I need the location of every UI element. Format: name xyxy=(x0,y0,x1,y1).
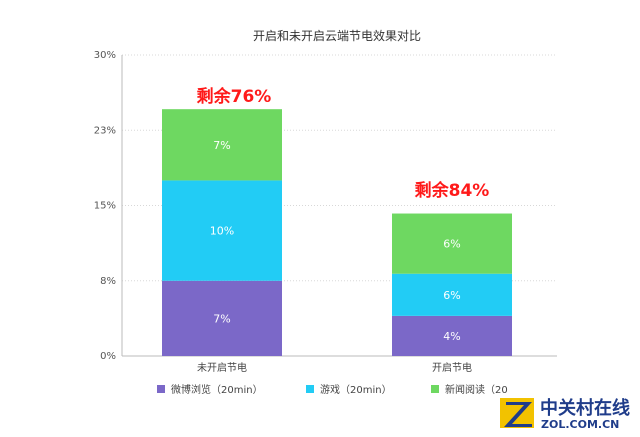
bar-value-label: 6% xyxy=(443,238,460,251)
bar-segment xyxy=(392,213,512,274)
chart-title: 开启和未开启云端节电效果对比 xyxy=(253,28,421,43)
data-labels: 7% 10% 7% 4% 6% 6% xyxy=(210,139,461,343)
bar-value-label: 6% xyxy=(443,289,460,302)
bar-value-label: 7% xyxy=(213,312,230,325)
zol-watermark: 中关村在线 ZOL.COM.CN xyxy=(500,397,630,431)
x-category-label: 未开启节电 xyxy=(197,361,247,374)
legend-swatch-game xyxy=(306,385,314,393)
zol-brand-text: 中关村在线 xyxy=(540,397,630,419)
bar-segment xyxy=(162,180,282,281)
y-axis: 0% 8% 15% 23% 30% 未开启节电 开启节电 xyxy=(94,50,472,374)
bar-segment xyxy=(162,109,282,181)
bar-value-label: 10% xyxy=(210,225,234,238)
y-tick-label: 15% xyxy=(94,201,116,212)
legend-label-news: 新闻阅读（20 xyxy=(445,383,508,396)
legend: 微博浏览（20min） 游戏（20min） 新闻阅读（20 xyxy=(157,383,508,396)
legend-label-weibo: 微博浏览（20min） xyxy=(171,383,263,396)
y-tick-label: 8% xyxy=(100,276,116,287)
y-tick-label: 30% xyxy=(94,50,116,61)
annotation-remaining-on: 剩余84% xyxy=(415,180,490,201)
legend-swatch-weibo xyxy=(157,385,165,393)
bar-value-label: 4% xyxy=(443,330,460,343)
zol-logo-icon xyxy=(500,398,534,428)
y-tick-label: 23% xyxy=(94,125,116,136)
bar-segment xyxy=(162,280,282,356)
bars xyxy=(162,109,512,356)
bar-segment xyxy=(392,273,512,316)
legend-label-game: 游戏（20min） xyxy=(320,383,392,396)
bar-segment xyxy=(392,315,512,356)
annotation-remaining-off: 剩余76% xyxy=(197,86,272,107)
y-tick-label: 0% xyxy=(100,351,116,362)
x-category-label: 开启节电 xyxy=(432,361,472,374)
legend-swatch-news xyxy=(431,385,439,393)
bar-value-label: 7% xyxy=(213,139,230,152)
zol-url-text: ZOL.COM.CN xyxy=(541,418,619,431)
